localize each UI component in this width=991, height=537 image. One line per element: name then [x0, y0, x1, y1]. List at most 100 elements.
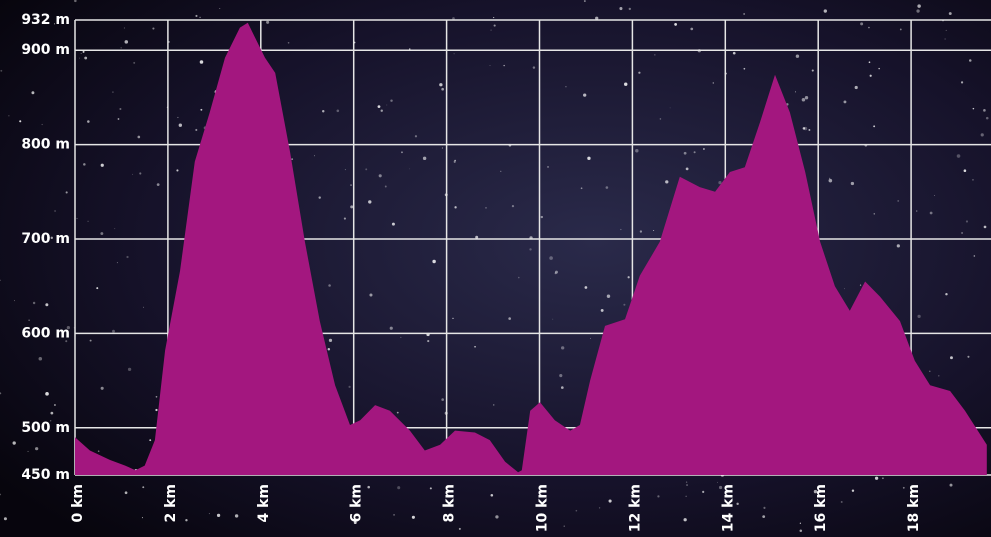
- star: [126, 255, 129, 259]
- star: [620, 228, 622, 231]
- star: [327, 348, 331, 351]
- star: [314, 155, 316, 157]
- star: [702, 490, 705, 493]
- star: [3, 517, 7, 521]
- star: [195, 14, 198, 18]
- star: [799, 529, 803, 532]
- star: [141, 517, 143, 519]
- star: [635, 149, 639, 153]
- star: [844, 288, 845, 290]
- star: [580, 187, 583, 190]
- star: [967, 355, 970, 358]
- star: [414, 135, 418, 138]
- star: [378, 174, 382, 178]
- star: [590, 337, 591, 339]
- star: [429, 487, 432, 490]
- star: [933, 195, 935, 196]
- star: [45, 392, 49, 396]
- y-tick-label: 500 m: [21, 420, 70, 436]
- star: [50, 236, 53, 240]
- star: [38, 356, 43, 361]
- star: [350, 184, 352, 186]
- star: [916, 9, 920, 13]
- star: [490, 29, 492, 31]
- star: [495, 515, 499, 519]
- star: [600, 308, 604, 312]
- star: [560, 386, 564, 389]
- star: [216, 513, 221, 518]
- star: [869, 74, 872, 77]
- star: [565, 86, 567, 88]
- star: [985, 116, 989, 120]
- star: [851, 489, 855, 492]
- star: [367, 485, 370, 489]
- star: [19, 120, 22, 123]
- star: [178, 123, 182, 127]
- star: [693, 151, 696, 154]
- star: [452, 317, 454, 319]
- star: [377, 105, 381, 109]
- star: [393, 513, 395, 516]
- x-tick-label: 16 km: [813, 484, 829, 532]
- star: [799, 522, 801, 524]
- star: [686, 484, 688, 486]
- star: [732, 51, 736, 55]
- y-tick-label: 800 m: [21, 137, 70, 153]
- star: [50, 411, 54, 415]
- star: [859, 284, 862, 286]
- star: [137, 135, 141, 139]
- star: [152, 27, 155, 30]
- star: [873, 213, 876, 215]
- star: [432, 259, 436, 264]
- star: [563, 525, 565, 527]
- x-tick-label: 2 km: [163, 484, 179, 523]
- y-tick-label: 700 m: [21, 231, 70, 247]
- star: [968, 59, 972, 62]
- star: [208, 513, 210, 515]
- star: [973, 255, 976, 257]
- star: [960, 81, 964, 84]
- star: [133, 61, 136, 64]
- star: [328, 284, 331, 287]
- star: [736, 502, 739, 506]
- star: [763, 506, 766, 509]
- x-tick-label: 14 km: [720, 484, 736, 532]
- star: [595, 16, 599, 20]
- star: [185, 519, 188, 522]
- star: [353, 521, 357, 525]
- y-tick-label: 600 m: [21, 325, 70, 341]
- star: [956, 154, 961, 158]
- star: [112, 329, 115, 333]
- star: [87, 120, 90, 123]
- star: [12, 441, 16, 445]
- star: [41, 123, 43, 126]
- star: [123, 27, 125, 29]
- star: [411, 515, 415, 519]
- star: [945, 29, 947, 31]
- star: [100, 232, 104, 236]
- star: [685, 481, 688, 483]
- x-tick-label: 6 km: [349, 484, 365, 523]
- star: [390, 99, 393, 102]
- star: [66, 326, 70, 330]
- star: [938, 375, 940, 377]
- star: [850, 181, 855, 186]
- star: [508, 317, 511, 320]
- star: [683, 518, 687, 522]
- star: [917, 4, 921, 8]
- star: [657, 495, 660, 498]
- star: [143, 306, 145, 308]
- star: [53, 23, 56, 25]
- star: [454, 206, 457, 209]
- star: [929, 211, 933, 215]
- star: [965, 220, 969, 223]
- star: [493, 24, 496, 27]
- star: [391, 222, 395, 226]
- star: [868, 61, 871, 64]
- star: [980, 133, 984, 137]
- star: [368, 200, 372, 204]
- star: [500, 170, 502, 172]
- star: [598, 507, 601, 509]
- star: [97, 450, 100, 453]
- star: [963, 169, 967, 172]
